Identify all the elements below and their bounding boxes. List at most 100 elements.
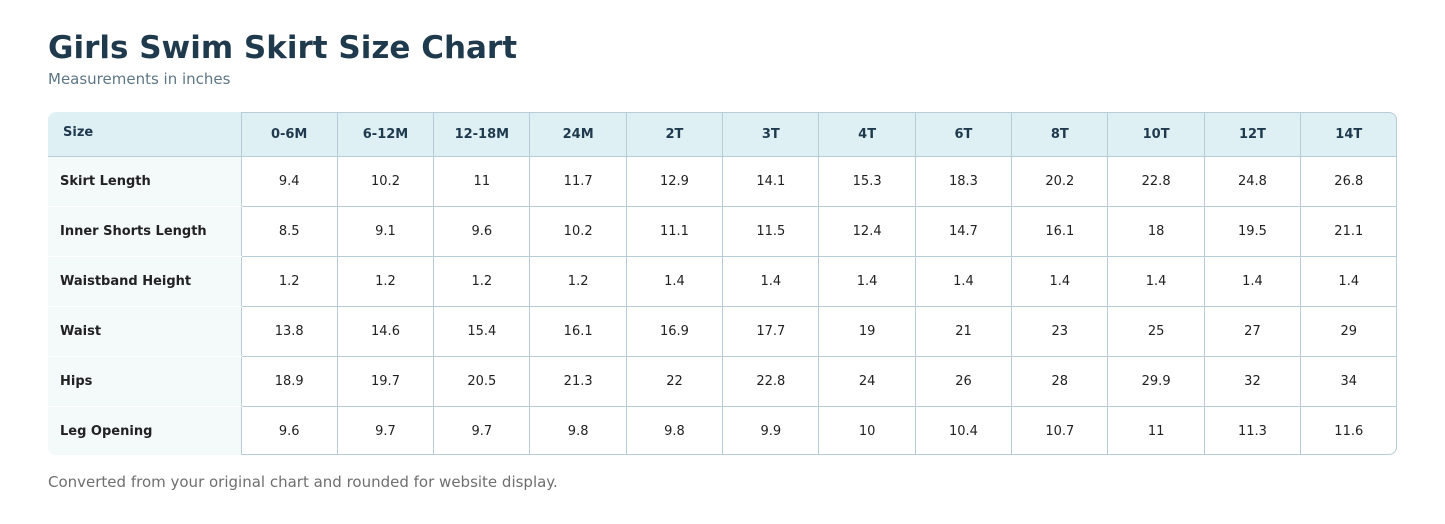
measurement-cell: 29.9: [1107, 356, 1205, 407]
measurement-cell: 16.1: [529, 306, 627, 357]
measurement-cell: 10: [818, 406, 916, 455]
measurement-cell: 10.4: [914, 406, 1013, 455]
footnote: Converted from your original chart and r…: [48, 473, 558, 491]
measurement-cell: 1.2: [336, 256, 435, 307]
table-body: Skirt Length 9.4 10.2 11 11.7 12.9 14.1 15.3 18.…: [48, 156, 1397, 455]
measurement-cell: 20.2: [1011, 156, 1109, 207]
measurement-cell: 22.8: [722, 356, 820, 407]
measurement-cell: 27: [1203, 306, 1302, 357]
row-label: Waistband Height: [48, 256, 242, 307]
measurement-cell: 9.1: [336, 206, 435, 257]
measurement-cell: 20.5: [433, 356, 531, 407]
measurement-cell: 16.9: [625, 306, 724, 357]
measurement-cell: 1.4: [1203, 256, 1302, 307]
measurement-cell: 15.4: [433, 306, 531, 357]
size-header-cell: 12-18M: [433, 112, 531, 157]
measurement-cell: 9.9: [722, 406, 820, 455]
table-row: Leg Opening 9.6 9.7 9.7 9.8 9.8 9.9 10 10.4 10.7 1…: [48, 406, 1397, 455]
measurement-cell: 9.6: [433, 206, 531, 257]
measurement-cell: 19: [818, 306, 916, 357]
measurement-cell: 11.1: [625, 206, 724, 257]
size-chart-table: Size 0-6M 6-12M 12-18M 24M 2T 3T 4T 6T 8T 10T 12T 1…: [48, 112, 1397, 455]
table-header-row: Size 0-6M 6-12M 12-18M 24M 2T 3T 4T 6T 8T 10T 12T 1…: [48, 112, 1397, 157]
measurement-cell: 1.2: [529, 256, 627, 307]
measurement-cell: 9.7: [336, 406, 435, 455]
measurement-cell: 14.7: [914, 206, 1013, 257]
measurement-cell: 22: [625, 356, 724, 407]
measurement-cell: 22.8: [1107, 156, 1205, 207]
size-header-cell: 8T: [1011, 112, 1109, 157]
measurement-cell: 26.8: [1300, 156, 1397, 207]
measurement-cell: 9.8: [625, 406, 724, 455]
row-label: Skirt Length: [48, 156, 242, 207]
measurement-cell: 1.2: [240, 256, 338, 307]
page-subtitle: Measurements in inches: [48, 70, 231, 88]
measurement-cell: 12.9: [625, 156, 724, 207]
measurement-cell: 24: [818, 356, 916, 407]
measurement-cell: 12.4: [818, 206, 916, 257]
row-label: Waist: [48, 306, 242, 357]
size-chart-table-container: Size 0-6M 6-12M 12-18M 24M 2T 3T 4T 6T 8T 10T 12T 1…: [48, 112, 1397, 455]
measurement-cell: 34: [1300, 356, 1397, 407]
measurement-cell: 1.2: [433, 256, 531, 307]
measurement-cell: 16.1: [1011, 206, 1109, 257]
measurement-cell: 13.8: [240, 306, 338, 357]
measurement-cell: 11: [1107, 406, 1205, 455]
measurement-cell: 25: [1107, 306, 1205, 357]
page-title: Girls Swim Skirt Size Chart: [48, 30, 518, 66]
size-header-cell: 12T: [1203, 112, 1302, 157]
measurement-cell: 26: [914, 356, 1013, 407]
measurement-cell: 8.5: [240, 206, 338, 257]
measurement-cell: 1.4: [914, 256, 1013, 307]
size-header-cell: 3T: [722, 112, 820, 157]
measurement-cell: 1.4: [818, 256, 916, 307]
measurement-cell: 10.7: [1011, 406, 1109, 455]
measurement-cell: 10.2: [529, 206, 627, 257]
measurement-cell: 21.3: [529, 356, 627, 407]
size-header-cell: 0-6M: [240, 112, 338, 157]
table-row: Skirt Length 9.4 10.2 11 11.7 12.9 14.1 15.3 18.…: [48, 156, 1397, 207]
measurement-cell: 29: [1300, 306, 1397, 357]
size-header-cell: 2T: [625, 112, 724, 157]
measurement-cell: 21: [914, 306, 1013, 357]
measurement-cell: 11: [433, 156, 531, 207]
measurement-cell: 18.3: [914, 156, 1013, 207]
table-row: Waistband Height 1.2 1.2 1.2 1.2 1.4 1.4 1.4 1.4…: [48, 256, 1397, 307]
measurement-cell: 15.3: [818, 156, 916, 207]
measurement-cell: 19.5: [1203, 206, 1302, 257]
measurement-cell: 18: [1107, 206, 1205, 257]
size-header-cell: 24M: [529, 112, 627, 157]
measurement-cell: 32: [1203, 356, 1302, 407]
measurement-cell: 10.2: [336, 156, 435, 207]
measurement-cell: 11.5: [722, 206, 820, 257]
size-header-cell: 6-12M: [336, 112, 435, 157]
measurement-cell: 23: [1011, 306, 1109, 357]
row-label: Leg Opening: [48, 406, 242, 455]
measurement-cell: 14.6: [336, 306, 435, 357]
measurement-cell: 9.6: [240, 406, 338, 455]
size-header-cell: 4T: [818, 112, 916, 157]
measurement-cell: 28: [1011, 356, 1109, 407]
measurement-cell: 9.8: [529, 406, 627, 455]
measurement-cell: 1.4: [1300, 256, 1397, 307]
measurement-cell: 21.1: [1300, 206, 1397, 257]
size-column-header: Size: [48, 112, 242, 157]
measurement-cell: 18.9: [240, 356, 338, 407]
measurement-cell: 1.4: [625, 256, 724, 307]
measurement-cell: 9.4: [240, 156, 338, 207]
measurement-cell: 14.1: [722, 156, 820, 207]
table-row: Hips 18.9 19.7 20.5 21.3 22 22.8 24 26 28 29.9 32 34: [48, 356, 1397, 407]
size-header-cell: 14T: [1300, 112, 1397, 157]
table-row: Waist 13.8 14.6 15.4 16.1 16.9 17.7 19 21 23 25 27 2…: [48, 306, 1397, 357]
measurement-cell: 24.8: [1203, 156, 1302, 207]
size-header-cell: 6T: [914, 112, 1013, 157]
measurement-cell: 11.3: [1203, 406, 1302, 455]
table-row: Inner Shorts Length 8.5 9.1 9.6 10.2 11.1 11.5…: [48, 206, 1397, 257]
measurement-cell: 9.7: [433, 406, 531, 455]
row-label: Inner Shorts Length: [48, 206, 242, 257]
measurement-cell: 17.7: [722, 306, 820, 357]
measurement-cell: 1.4: [722, 256, 820, 307]
measurement-cell: 1.4: [1107, 256, 1205, 307]
measurement-cell: 11.7: [529, 156, 627, 207]
measurement-cell: 19.7: [336, 356, 435, 407]
